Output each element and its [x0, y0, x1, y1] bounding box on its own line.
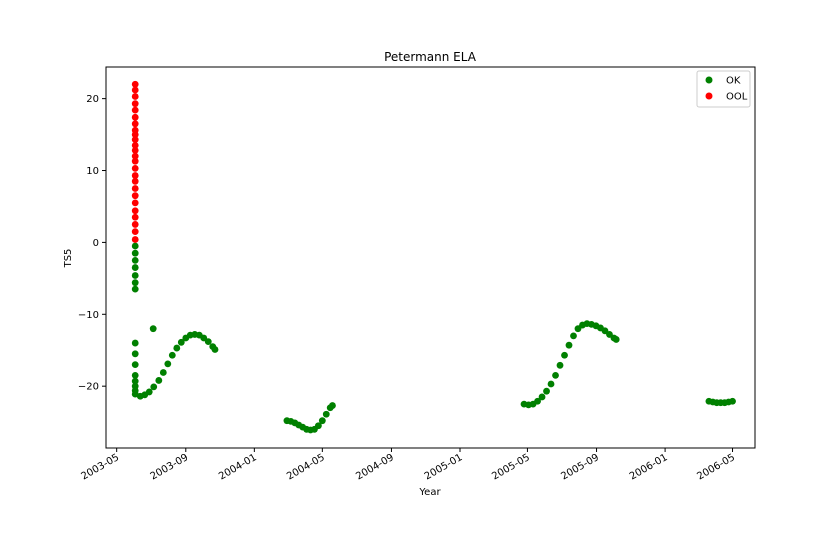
point-ool-11 [131, 157, 139, 165]
point-ok-75 [729, 397, 736, 405]
y-tick-label: 0 [93, 238, 99, 249]
point-ok-8 [131, 350, 139, 358]
point-ok-46 [329, 402, 336, 409]
point-ok-56 [561, 351, 568, 359]
x-tick-label: 2005-01 [423, 452, 465, 482]
point-ok-17 [145, 388, 153, 396]
point-ool-8 [131, 177, 139, 185]
point-ok-6 [131, 285, 139, 293]
point-ok-2 [131, 256, 139, 264]
plot-marks [131, 80, 736, 434]
point-ool-10 [131, 164, 139, 172]
x-tick-label: 2004-09 [354, 452, 396, 482]
point-ok-54 [552, 371, 559, 379]
point-ok-57 [565, 341, 573, 349]
point-ok-33 [149, 325, 157, 333]
x-tick-label: 2003-05 [79, 452, 121, 482]
point-ool-23 [131, 86, 139, 94]
point-ool-4 [131, 207, 139, 215]
point-ool-24 [131, 80, 139, 88]
legend: OK OOL [696, 70, 751, 108]
x-axis-label: Year [418, 487, 441, 498]
y-tick-label: −20 [78, 382, 99, 393]
point-ok-19 [155, 377, 163, 384]
y-tick-label: 10 [86, 166, 99, 177]
point-ok-20 [159, 369, 167, 376]
y-axis: 20 10 0 −10 −20 [78, 94, 106, 393]
point-ok-50 [534, 397, 541, 405]
point-ok-21 [164, 360, 172, 368]
legend-label-ool: OOL [726, 92, 748, 103]
point-ok-52 [543, 387, 550, 395]
legend-marker-ok [705, 76, 713, 84]
point-ok-30 [204, 338, 212, 346]
point-ool-12 [131, 152, 139, 160]
point-ok-55 [556, 361, 564, 369]
point-ool-18 [131, 120, 139, 128]
point-ool-22 [131, 93, 139, 100]
x-tick-label: 2004-05 [285, 452, 327, 482]
point-ok-43 [318, 417, 326, 425]
point-ok-68 [612, 336, 620, 343]
point-ok-10 [131, 371, 139, 379]
point-ok-5 [131, 279, 139, 287]
y-tick-label: −10 [78, 310, 99, 321]
legend-label-ok: OK [726, 76, 741, 87]
point-ool-0 [131, 236, 139, 243]
point-ok-32 [211, 346, 219, 353]
point-ool-3 [131, 213, 139, 221]
legend-marker-ool [705, 92, 713, 100]
x-tick-label: 2003-09 [149, 452, 191, 482]
point-ok-0 [131, 242, 139, 250]
point-ool-9 [131, 172, 139, 179]
point-ool-1 [131, 228, 139, 236]
x-tick-label: 2005-05 [490, 452, 532, 482]
y-axis-label: TS5 [63, 249, 74, 269]
x-axis: 2003-05 2003-09 2004-01 2004-05 2004-09 2005-… [79, 448, 737, 482]
point-ok-44 [322, 410, 330, 418]
y-tick-label: 20 [86, 94, 99, 105]
point-ok-22 [168, 351, 176, 359]
point-ok-9 [131, 361, 139, 369]
point-ool-6 [131, 192, 139, 200]
x-tick-label: 2006-01 [628, 452, 670, 482]
point-ool-21 [131, 100, 139, 108]
x-tick-label: 2004-01 [217, 452, 259, 482]
point-ok-3 [131, 264, 139, 271]
point-ool-13 [131, 146, 139, 154]
point-ool-20 [131, 106, 139, 114]
point-ool-5 [131, 199, 139, 207]
point-ok-24 [177, 338, 185, 346]
point-ok-53 [547, 380, 555, 388]
point-ool-15 [131, 136, 139, 144]
x-tick-label: 2005-09 [559, 452, 601, 482]
point-ok-11 [131, 377, 139, 385]
point-ool-19 [131, 113, 139, 121]
point-ool-17 [131, 126, 139, 134]
chart-title: Petermann ELA [384, 50, 477, 64]
point-ok-7 [131, 339, 139, 347]
x-tick-label: 2006-05 [695, 452, 737, 482]
point-ok-18 [150, 383, 158, 391]
point-ok-51 [538, 393, 546, 401]
plot-frame [105, 66, 756, 449]
point-ok-23 [173, 344, 181, 352]
point-ool-14 [131, 141, 139, 149]
point-ok-58 [570, 332, 577, 340]
point-ok-4 [131, 272, 139, 279]
point-ool-7 [131, 185, 139, 192]
point-ok-42 [315, 422, 322, 430]
point-ool-2 [131, 221, 139, 228]
point-ok-1 [131, 249, 139, 257]
